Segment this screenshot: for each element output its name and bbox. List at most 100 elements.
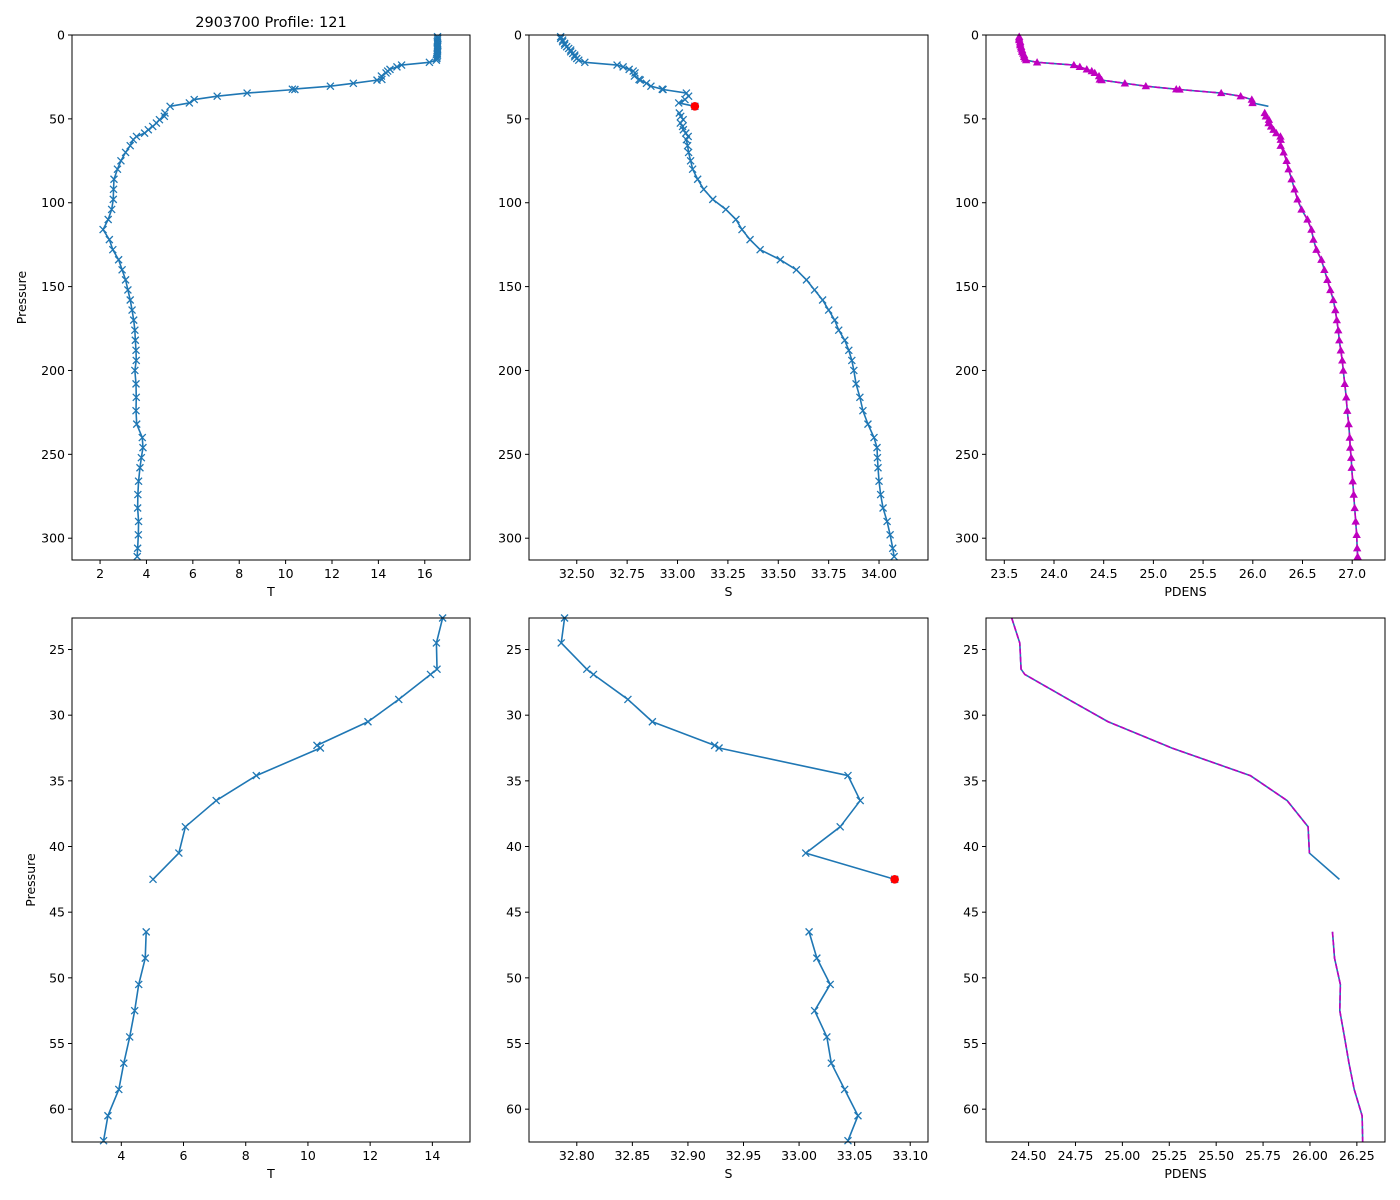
data-point-t [109, 185, 118, 194]
x-tick-label: 33.25 [710, 566, 746, 581]
plot-marks [99, 614, 447, 1145]
data-point-t [326, 82, 335, 91]
plot-area [529, 35, 928, 560]
data-point-pdens-qc [1032, 58, 1042, 66]
data-point-t [349, 79, 358, 88]
axes-frame [71, 617, 471, 1143]
data-point-s [886, 530, 895, 539]
data-point-s [840, 336, 849, 345]
data-point-pdens-qc [1276, 132, 1285, 140]
x-tick-label: 33.75 [811, 566, 847, 581]
y-tick-label: 40 [49, 839, 65, 854]
data-point-t [128, 306, 137, 315]
x-tick-label: 25.5 [1189, 566, 1217, 581]
axes-frame [528, 34, 929, 561]
data-point-s [646, 82, 655, 91]
data-point-s [870, 433, 878, 442]
x-tick-label: 26.25 [1339, 1148, 1375, 1163]
data-point-s [840, 1085, 849, 1094]
data-point-pdens-qc [1248, 98, 1257, 107]
subplot-bottom-T: 4 6 8 10 12 14 25 30 35 40 45 50 55 60 T Pressure [23, 614, 471, 1181]
data-point-pdens-qc [1069, 60, 1079, 69]
data-point-pdens-qc [1279, 148, 1288, 156]
data-point-s [802, 275, 811, 284]
data-point-pdens-qc [1272, 128, 1281, 137]
data-point-s [854, 1111, 862, 1120]
data-point-s [776, 255, 785, 264]
data-point-t [119, 1059, 128, 1068]
y-tick-label: 100 [498, 195, 522, 210]
data-point-s [686, 156, 695, 165]
y-tick-label: 45 [49, 905, 65, 920]
data-point-t [135, 463, 144, 472]
data-point-t [134, 530, 143, 539]
x-tick-label: 12 [362, 1148, 378, 1163]
y-tick-label: 300 [41, 531, 65, 546]
data-point-t [132, 356, 141, 365]
data-point-pdens-qc [1264, 115, 1274, 123]
x-axis-label: PDENS [1164, 584, 1206, 599]
y-tick-label: 25 [49, 642, 65, 657]
data-point-t [174, 849, 183, 858]
y-tick-label: 45 [506, 905, 522, 920]
data-point-s [681, 95, 689, 104]
data-point-s [849, 366, 858, 375]
y-tick-label: 35 [506, 773, 522, 788]
data-point-pdens-qc [1334, 326, 1343, 334]
data-point-s [847, 356, 856, 365]
data-point-pdens-qc [1344, 419, 1353, 428]
data-point-t [131, 336, 140, 345]
data-point-s [715, 744, 724, 752]
data-point-pdens-qc [1293, 195, 1302, 203]
data-point-s [836, 822, 845, 831]
x-tick-label: 6 [189, 566, 197, 581]
data-point-s [883, 517, 892, 526]
data-point-s [844, 771, 852, 780]
y-tick-label: 25 [506, 642, 522, 657]
data-point-t [118, 265, 127, 274]
data-point-pdens-qc [1312, 245, 1321, 253]
data-point-pdens-qc [1336, 346, 1345, 354]
data-point-pdens-qc [1329, 295, 1338, 304]
x-tick-label: 33.00 [781, 1148, 817, 1163]
axes-frame [985, 617, 1386, 1143]
x-tick-label: 10 [300, 1148, 316, 1163]
data-point-pdens-qc [1348, 476, 1357, 485]
data-point-pdens-qc [1326, 285, 1335, 294]
x-tick-label: 25.75 [1245, 1148, 1281, 1163]
x-tick-label: 24.0 [1040, 566, 1068, 581]
data-point-s [688, 165, 697, 174]
y-tick-label: 200 [955, 363, 979, 378]
data-point-s [830, 316, 839, 325]
plot-marks [99, 32, 442, 561]
data-point-t [142, 927, 151, 936]
y-tick-label: 200 [41, 363, 65, 378]
data-point-s [679, 125, 688, 134]
plot-marks [1015, 32, 1362, 560]
data-point-s [824, 306, 833, 315]
data-point-t [133, 504, 142, 512]
data-point-s [574, 56, 583, 65]
data-point-t [382, 68, 390, 77]
y-tick-label: 35 [49, 773, 65, 788]
data-point-t [149, 875, 157, 884]
data-point-t [116, 156, 125, 165]
data-point-s [580, 58, 589, 67]
data-point-s [844, 1136, 852, 1145]
data-point-t [316, 744, 325, 752]
x-tick-label: 8 [242, 1148, 250, 1163]
data-point-t [132, 393, 141, 402]
data-point-pdens-qc [1075, 62, 1085, 71]
data-point-pdens-qc [1349, 490, 1358, 498]
data-point-pdens-qc [1352, 530, 1361, 538]
data-point-pdens-qc [1287, 175, 1296, 183]
data-point-s [879, 504, 888, 512]
x-tick-label: 32.50 [559, 566, 595, 581]
data-point-s [708, 195, 717, 204]
x-tick-label: 34.00 [861, 566, 897, 581]
data-point-t [114, 255, 123, 264]
data-point-pdens-qc [1309, 235, 1318, 243]
data-point-s [801, 849, 810, 858]
data-point-t [130, 1006, 139, 1015]
subplot-top-T: 2 4 6 8 10 12 14 16 0 50 100 150 200 250 300 T Pressure [14, 28, 471, 599]
